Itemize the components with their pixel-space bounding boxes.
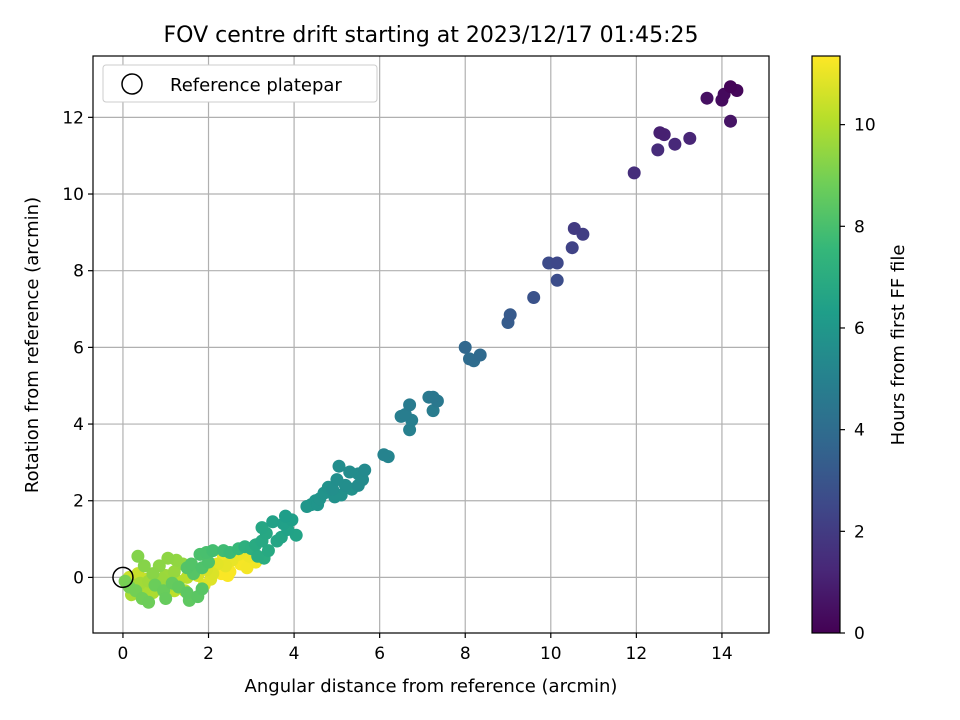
data-point	[266, 515, 280, 529]
data-point	[683, 131, 697, 145]
data-point	[159, 592, 173, 605]
data-point	[131, 549, 145, 563]
legend-box	[102, 64, 378, 103]
data-point	[255, 521, 269, 535]
y-tick-label: 12	[62, 108, 84, 128]
y-tick-label: 10	[62, 185, 84, 205]
reference-point	[112, 566, 134, 589]
data-point	[565, 241, 579, 255]
plot-frame	[92, 55, 770, 634]
data-point	[146, 567, 160, 581]
data-point	[550, 273, 564, 287]
data-point	[180, 586, 194, 600]
data-point	[184, 557, 198, 571]
x-tick-label: 8	[460, 644, 471, 664]
legend-entry-reference: Reference platepar	[170, 75, 342, 96]
data-point	[627, 166, 641, 180]
x-tick-label: 4	[289, 644, 300, 664]
data-point	[527, 291, 541, 304]
x-tick-label: 12	[626, 644, 648, 664]
data-point	[330, 473, 344, 487]
axis-ticks: 0 2 4 6 8 10 12 14 0 2 4 6 8 10 12	[62, 108, 732, 664]
data-point	[358, 463, 372, 477]
y-tick-label: 8	[73, 262, 84, 282]
data-point	[567, 222, 581, 235]
x-tick-label: 6	[374, 644, 385, 664]
data-point	[332, 459, 346, 473]
data-point	[458, 340, 472, 354]
colorbar-tick-label: 6	[854, 319, 865, 339]
data-point	[463, 352, 476, 366]
y-tick-label: 6	[73, 338, 84, 358]
data-point	[161, 551, 175, 565]
x-tick-label: 0	[118, 644, 129, 664]
y-tick-label: 0	[73, 568, 84, 588]
data-point	[651, 143, 665, 157]
y-tick-label: 4	[73, 415, 84, 435]
data-points	[112, 80, 744, 609]
data-point	[426, 390, 440, 404]
colorbar-tick-label: 4	[854, 421, 865, 441]
data-point	[668, 137, 682, 151]
data-point	[167, 565, 181, 579]
x-tick-label: 2	[203, 644, 214, 664]
chart-title: FOV centre drift starting at 2023/12/17 …	[164, 23, 699, 48]
colorbar-ticks: 0 2 4 6 8 10	[840, 116, 876, 644]
data-point	[700, 91, 714, 105]
colorbar-tick-label: 2	[854, 522, 865, 542]
data-point	[473, 348, 487, 362]
x-tick-label: 10	[540, 644, 562, 664]
data-point	[206, 544, 220, 558]
colorbar-tick-label: 10	[854, 116, 876, 136]
colorbar-tick-label: 0	[854, 624, 865, 644]
y-axis-label: Rotation from reference (arcmin)	[22, 197, 43, 493]
data-point	[343, 465, 357, 479]
data-point	[653, 126, 667, 140]
x-tick-label: 14	[711, 644, 733, 664]
data-point	[195, 582, 209, 596]
data-point	[137, 559, 151, 573]
colorbar-label: Hours from first FF file	[888, 245, 909, 446]
colorbar-gradient	[811, 55, 841, 634]
y-tick-label: 2	[73, 492, 84, 512]
colorbar-tick-label: 8	[854, 217, 865, 237]
x-axis-label: Angular distance from reference (arcmin)	[245, 676, 618, 697]
data-point	[724, 114, 737, 128]
data-point	[403, 398, 417, 412]
grid	[93, 56, 769, 633]
legend-marker-icon	[121, 73, 143, 95]
data-point	[724, 80, 737, 94]
colorbar: 0 2 4 6 8 10 Hours from first FF file	[811, 55, 909, 644]
data-point	[251, 549, 265, 563]
data-point	[503, 308, 517, 322]
data-point	[142, 595, 156, 609]
data-point	[261, 544, 275, 558]
legend: Reference platepar	[102, 64, 378, 103]
data-point	[550, 256, 564, 270]
data-point	[377, 448, 391, 462]
data-point	[279, 509, 292, 523]
